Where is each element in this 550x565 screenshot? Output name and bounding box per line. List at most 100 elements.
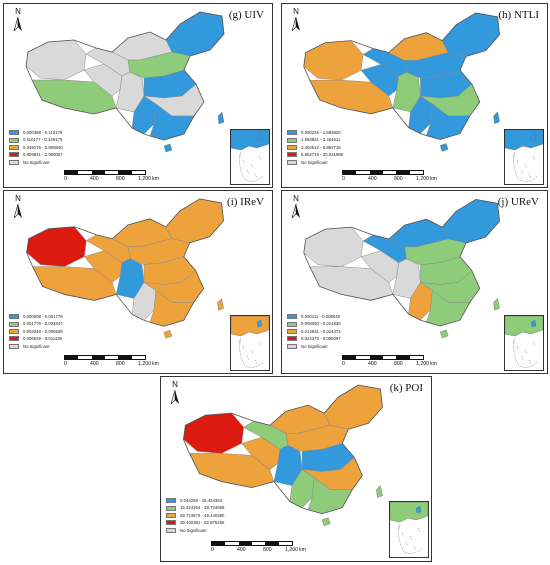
panel-title: (g) UIV [228, 9, 264, 21]
scale-unit-label: km [430, 176, 437, 182]
taiwan-island [217, 111, 225, 125]
legend-label: 0.003348 - 0.006538 [23, 328, 63, 334]
scale-bar: 0 400 800 1,200 km [64, 355, 159, 367]
north-arrow-icon: N [289, 194, 303, 218]
legend-label: 0.000226 - 1.583820 [301, 130, 341, 135]
legend-label: 0.000468 - 0.110176 [23, 130, 63, 135]
scale-unit-label: km [299, 547, 306, 553]
legend-item: 49.440381 - 82.975255 [166, 519, 224, 526]
north-arrow-icon: N [289, 7, 303, 31]
north-label: N [15, 7, 21, 16]
scale-tick-label: 1,200 [416, 176, 429, 182]
south-china-sea-inset [504, 129, 544, 185]
legend-item: No Significant [9, 159, 63, 166]
legend-label: No Significant [23, 159, 50, 165]
legend-swatch [287, 159, 297, 165]
legend-swatch [9, 321, 19, 327]
hainan-island [439, 143, 449, 152]
legend-item: 0.349176 - 0.809840 [9, 144, 63, 151]
scale-tick-label: 1,200 [138, 361, 151, 367]
legend: 0.000226 - 1.583820 1.583821 - 3.404511 3.… [287, 129, 343, 166]
legend: 0.000111 - 0.008049 0.008050 - 0.014830 0.… [287, 313, 341, 350]
legend-swatch [287, 130, 297, 136]
inset-map [231, 130, 269, 182]
legend-swatch [287, 321, 297, 327]
scale-tick-label: 800 [394, 361, 403, 367]
south-china-sea-inset [230, 315, 270, 371]
legend-item: 0.024373 - 0.055097 [287, 335, 341, 342]
legend-item: 0.003348 - 0.006538 [9, 328, 63, 335]
legend-swatch [166, 520, 176, 526]
legend-label: 0.001779 - 0.003347 [23, 321, 63, 327]
scale-tick-label: 1,200 [416, 361, 429, 367]
legend-swatch [287, 314, 297, 320]
north-label: N [293, 7, 299, 16]
scale-tick-label: 400 [90, 361, 99, 367]
legend-label: No Significant [23, 343, 50, 349]
south-china-sea-inset [389, 501, 429, 558]
legend-swatch [9, 336, 19, 342]
legend-swatch [9, 144, 19, 150]
scale-unit-label: km [152, 176, 159, 182]
legend-swatch [166, 498, 176, 504]
scale-tick-label: 800 [263, 547, 272, 553]
legend-swatch [166, 527, 176, 533]
legend-label: 28.724670 - 49.440380 [180, 512, 225, 518]
region-0 [183, 412, 244, 454]
legend-item: No Significant [166, 527, 224, 534]
region-5 [165, 198, 224, 243]
legend-label: 1.583821 - 3.404511 [301, 137, 341, 143]
panel-title: (h) NTLI [498, 9, 539, 21]
inset-map [390, 502, 428, 554]
taiwan-island [376, 485, 383, 498]
scale-unit-label: km [430, 361, 437, 367]
legend-item: 0.008050 - 0.014830 [287, 320, 341, 327]
scale-tick-label: 400 [237, 547, 246, 553]
legend-item: 0.000226 - 1.583820 [287, 129, 343, 136]
north-label: N [15, 194, 21, 203]
hainan-island [321, 517, 331, 527]
north-arrow-icon: N [11, 7, 25, 31]
scale-tick-label: 1,200 [285, 547, 298, 553]
taiwan-island [493, 297, 500, 311]
scale-bar: 0 400 800 1,200 km [342, 355, 437, 367]
legend-label: 0.024373 - 0.055097 [301, 336, 341, 342]
country-outline [303, 12, 500, 140]
legend-item: 0.809841 - 2.900057 [9, 151, 63, 158]
legend-item: 3.404512 - 5.962718 [287, 144, 343, 151]
map-panel-uiv: (g) UIV N 0.000468 - 0.110176 0.110177 - … [3, 3, 273, 188]
legend-item: No Significant [9, 343, 63, 350]
legend: 0.000008 - 0.001778 0.001779 - 0.003347 0.… [9, 313, 63, 350]
panel-title: (k) POI [389, 382, 423, 394]
legend-item: No Significant [287, 159, 343, 166]
region-5 [441, 12, 500, 57]
scale-tick-label: 800 [394, 176, 403, 182]
scale-tick-label: 0 [64, 361, 67, 367]
region-0 [303, 226, 364, 267]
legend-label: No Significant [301, 159, 328, 165]
legend-swatch [287, 144, 297, 150]
inset-map [505, 316, 543, 368]
legend-label: 0.349176 - 0.809840 [23, 144, 63, 150]
legend-swatch [166, 512, 176, 518]
region-0 [26, 226, 87, 267]
china-map [26, 198, 224, 339]
legend-item: 0.014831 - 0.024372 [287, 328, 341, 335]
scale-tick-label: 1,200 [138, 176, 151, 182]
north-arrow-icon: N [11, 194, 25, 218]
legend-swatch [9, 159, 19, 165]
legend-label: 15.424364 - 28.724669 [180, 505, 225, 511]
north-label: N [293, 194, 299, 203]
legend-swatch [9, 343, 19, 349]
country-outline [303, 199, 500, 327]
legend-label: 49.440381 - 82.975255 [180, 520, 225, 526]
legend-label: 0.110177 - 0.349175 [23, 137, 63, 143]
legend-item: 0.006539 - 0.011136 [9, 335, 63, 342]
legend-swatch [9, 137, 19, 143]
south-china-sea-inset [230, 129, 270, 185]
hainan-island [163, 143, 173, 153]
panel-title: (i) IReV [227, 196, 264, 208]
china-map [25, 11, 225, 153]
map-panel-urev: (j) UReV N 0.000111 - 0.008049 0.008050 -… [281, 190, 548, 374]
legend-item: 0.000111 - 0.008049 [287, 313, 341, 320]
